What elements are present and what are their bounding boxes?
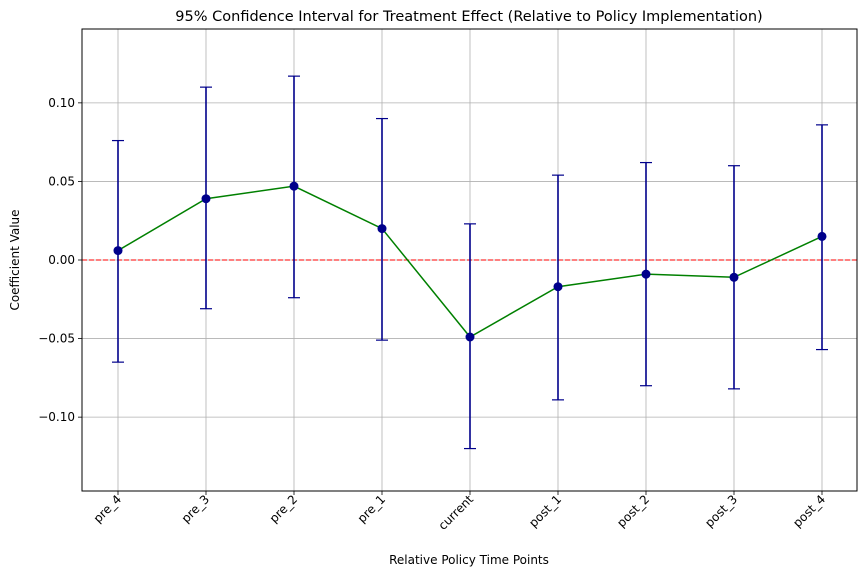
y-tick-label: −0.10: [38, 410, 75, 424]
x-axis-ticks: pre_4 pre_3 pre_2 pre_1 current post_1 post_2 p…: [91, 491, 828, 533]
y-tick-label: 0.05: [48, 174, 75, 188]
data-point: [817, 231, 827, 241]
x-tick-label: post_2: [614, 492, 652, 530]
x-tick-label: pre_3: [179, 492, 212, 525]
y-tick-label: 0.10: [48, 96, 75, 110]
y-axis-label: Coefficient Value: [8, 209, 22, 310]
data-point: [729, 272, 739, 282]
x-tick-label: current: [436, 492, 477, 533]
data-point: [553, 282, 563, 292]
series-group: [112, 75, 828, 450]
x-tick-label: post_4: [790, 492, 828, 530]
y-tick-label: 0.00: [48, 253, 75, 267]
x-axis-label: Relative Policy Time Points: [389, 553, 549, 567]
data-point: [289, 181, 299, 191]
x-tick-label: pre_2: [267, 492, 300, 525]
y-tick-label: −0.05: [38, 332, 75, 346]
data-point: [113, 246, 123, 256]
data-point: [641, 269, 651, 279]
y-axis-ticks: −0.10 −0.05 0.00 0.05 0.10: [38, 96, 82, 424]
chart-title: 95% Confidence Interval for Treatment Ef…: [175, 9, 762, 25]
data-point: [465, 332, 475, 342]
data-point: [201, 194, 211, 204]
x-tick-label: pre_4: [91, 492, 124, 525]
data-point: [377, 224, 387, 234]
x-tick-label: post_3: [702, 492, 740, 530]
x-tick-label: post_1: [526, 492, 564, 530]
x-tick-label: pre_1: [355, 492, 388, 525]
